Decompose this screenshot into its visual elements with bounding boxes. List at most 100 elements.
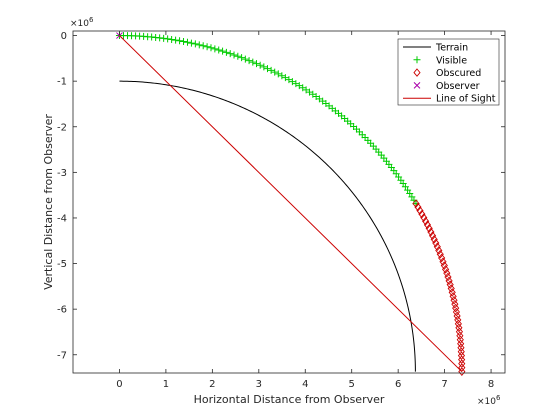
legend-item-obscured: Obscured [413,68,481,79]
obscured-point [448,288,456,297]
visible-point [253,60,261,68]
obscured-point [457,343,465,353]
obscured-point [418,209,426,219]
obscured-point [432,238,440,248]
obscured-point [457,347,465,356]
obscured-point [452,303,460,313]
legend-item-terrain: Terrain [403,43,468,54]
visible-point [172,36,180,44]
obscured-point [455,327,464,337]
legend-label-obscured: Obscured [436,68,481,79]
visible-point [249,58,257,66]
legend-swatch-observer [413,82,421,89]
visible-point [183,38,191,46]
y-tick-label: -5 [57,259,67,270]
visible-point [274,70,282,78]
axes-layer [72,30,506,374]
legend-label-visible: Visible [436,55,467,66]
obscured-point [422,216,430,226]
visible-point [222,48,230,56]
obscured-point [420,213,428,222]
terrain-line [119,80,416,372]
obscured-point [439,257,447,267]
obscured-point [458,359,466,368]
visible-point [207,44,215,52]
x-tick-label: 7 [441,379,447,390]
legend-label-line-of-sight: Line of Sight [436,94,496,105]
visible-point [234,52,242,60]
visible-point [160,34,168,42]
visible-point [211,45,219,53]
series-terrain [119,80,416,372]
visible-point [263,65,271,73]
visible-point [199,42,207,50]
visible-point [226,50,234,58]
y-tick-label: -3 [57,168,67,179]
visible-point [164,35,172,43]
obscured-point [449,292,457,301]
series-obscured [412,199,466,376]
y-tick-label: -2 [57,122,67,133]
legend-item-line-of-sight: Line of Sight [403,94,496,105]
obscured-point [454,319,462,329]
legend-swatch-obscured [413,68,421,77]
visible-point [256,61,264,69]
obscured-point [427,227,435,237]
obscured-point [452,307,460,317]
visible-point [176,37,184,45]
series-visible [115,32,420,208]
obscured-point [430,235,438,244]
obscured-point [412,199,420,208]
obscured-point [445,276,453,286]
obscured-point [454,315,462,325]
legend-item-observer: Observer [413,81,480,92]
visible-point [230,51,238,59]
visible-point [271,68,279,76]
obscured-point [450,295,458,305]
obscured-point [435,246,443,255]
x-tick-label: 3 [256,379,262,390]
visible-point [215,46,223,54]
obscured-point [446,280,454,289]
x-ticks: 0 1 2 3 4 5 6 7 8 [116,31,494,390]
obscured-point [443,268,451,278]
x-tick-label: 8 [488,379,494,390]
visible-point [168,35,176,43]
legend-label-terrain: Terrain [435,43,468,54]
x-axis-label: Horizontal Distance from Observer [194,393,385,406]
obscured-point [438,253,446,263]
obscured-point [456,331,464,341]
obscured-point [425,224,433,233]
y-tick-label: -6 [57,305,67,316]
obscured-point [458,355,466,364]
axes-box [72,30,506,374]
legend-label-observer: Observer [436,81,480,92]
legend-item-visible: Visible [413,55,467,66]
obscured-point [444,272,452,282]
visible-point [278,72,286,80]
x-tick-label: 0 [116,379,122,390]
visible-point [267,66,275,74]
obscured-point [414,202,422,212]
obscured-point [451,299,459,309]
y-tick-label: -1 [57,77,67,88]
legend-swatch-visible [413,56,421,64]
x-tick-label: 2 [209,379,215,390]
x-exponent-label: ×106 [477,394,501,407]
line-of-sight-line [119,35,463,373]
y-exponent-label: ×106 [70,16,94,29]
x-tick-label: 6 [395,379,401,390]
y-tick-label: 0 [61,31,67,42]
visible-point [187,39,195,47]
x-tick-label: 1 [163,379,169,390]
visible-point [180,37,188,45]
visible-point [241,55,249,63]
visible-point [191,40,199,48]
obscured-point [440,261,448,270]
x-tick-label: 4 [302,379,308,390]
visible-point [195,41,203,49]
visible-point [203,43,211,51]
